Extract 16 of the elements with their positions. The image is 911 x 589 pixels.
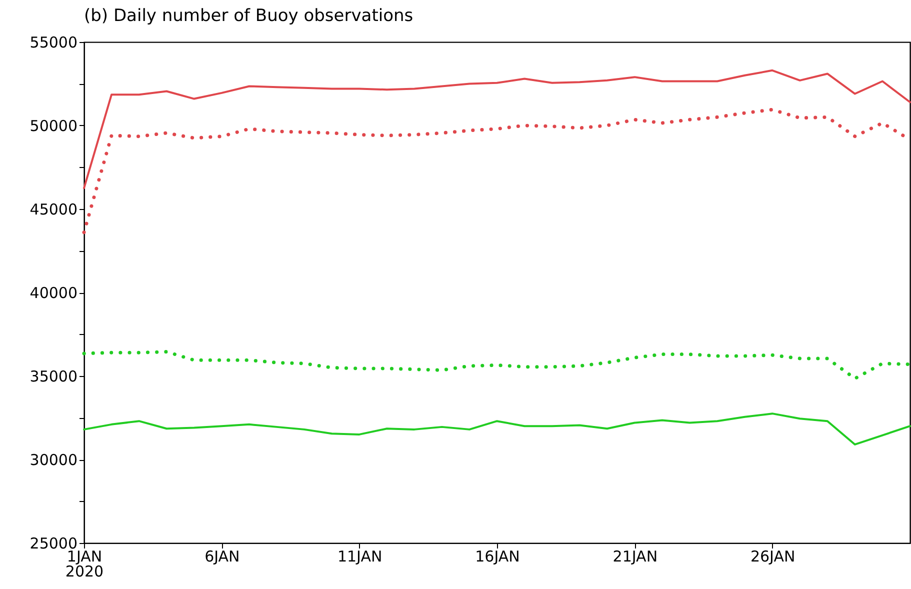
y-tick-label: 35000 xyxy=(30,368,78,386)
y-tick-label: 30000 xyxy=(30,451,78,469)
x-tick-label: 21JAN xyxy=(612,548,658,566)
x-tick-label: 16JAN xyxy=(475,548,520,566)
y-tick-label: 45000 xyxy=(30,200,78,218)
x-tick-label: 1JAN 2020 xyxy=(65,548,104,580)
y-tick-label: 50000 xyxy=(30,117,78,135)
chart-title: (b) Daily number of Buoy observations xyxy=(84,6,414,26)
x-tick-label: 11JAN xyxy=(337,548,382,566)
x-tick-label: 6JAN xyxy=(204,548,240,566)
y-tick-label: 40000 xyxy=(30,284,78,302)
x-tick-label: 26JAN xyxy=(750,548,796,566)
y-tick-label: 55000 xyxy=(30,34,78,52)
line-series xyxy=(83,69,911,190)
line-series xyxy=(83,412,911,446)
line-series xyxy=(82,350,911,380)
